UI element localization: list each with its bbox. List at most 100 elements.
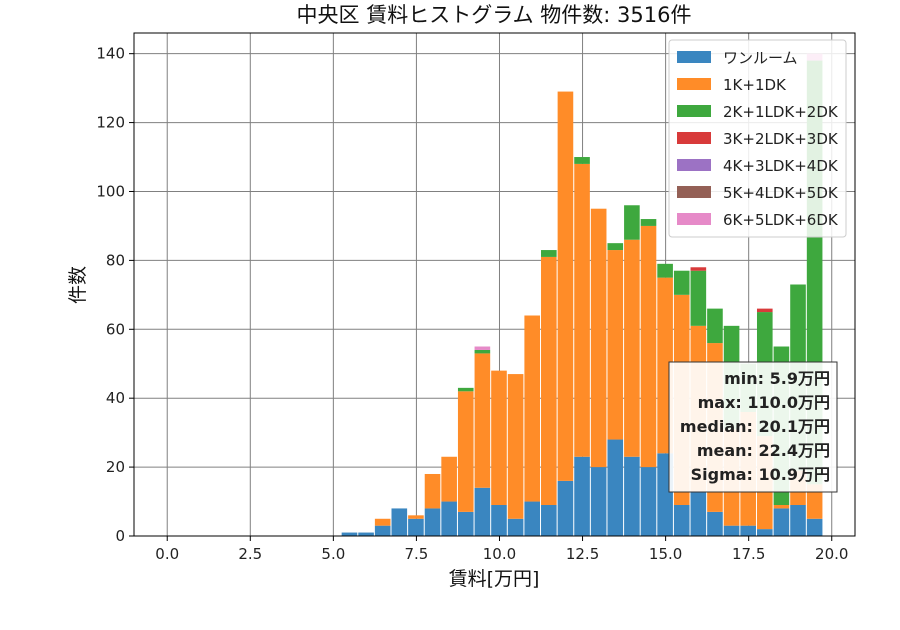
y-tick-label-2: 40 bbox=[106, 389, 125, 407]
bar-0-6 bbox=[441, 501, 457, 536]
axis-ticks: 0.0 2.5 5.0 7.5 10.0 12.5 15.0 17.5 20.0 0 20 40 60 8… bbox=[96, 45, 848, 563]
legend-label-1: 1K+1DK bbox=[723, 76, 787, 94]
bar-1-13 bbox=[557, 91, 574, 481]
stats-line-4: Sigma: 10.9万円 bbox=[691, 465, 830, 484]
bar-0-23 bbox=[723, 525, 740, 536]
x-tick-label-6: 15.0 bbox=[649, 545, 682, 563]
bar-0-18 bbox=[640, 467, 657, 536]
y-tick-label-1: 20 bbox=[106, 458, 125, 476]
bar-0-2 bbox=[374, 525, 391, 536]
bar-0-17 bbox=[624, 456, 640, 536]
bar-0-22 bbox=[707, 511, 723, 536]
bar-2-21 bbox=[690, 270, 707, 326]
legend-swatch-4 bbox=[677, 159, 711, 171]
legend-label-0: ワンルーム bbox=[723, 49, 798, 67]
bar-0-12 bbox=[541, 504, 557, 536]
bar-0-25 bbox=[756, 529, 773, 536]
bar-0-4 bbox=[408, 518, 424, 536]
bar-0-11 bbox=[524, 501, 541, 536]
legend-label-5: 5K+4LDK+5DK bbox=[723, 184, 839, 202]
bar-0-14 bbox=[574, 456, 590, 536]
bar-2-8 bbox=[474, 349, 491, 354]
bar-2-17 bbox=[624, 205, 640, 240]
bar-6-8 bbox=[474, 346, 491, 350]
bar-0-3 bbox=[391, 508, 408, 536]
y-tick-label-0: 0 bbox=[115, 527, 125, 545]
bar-3-21 bbox=[690, 267, 707, 271]
bar-1-11 bbox=[524, 315, 541, 502]
bar-2-12 bbox=[541, 250, 557, 257]
bar-0-13 bbox=[557, 480, 574, 536]
x-tick-label-1: 2.5 bbox=[238, 545, 262, 563]
y-axis-label: 件数 bbox=[67, 266, 89, 304]
bar-2-16 bbox=[607, 243, 624, 251]
y-tick-label-5: 100 bbox=[96, 182, 125, 200]
bar-0-26 bbox=[773, 508, 790, 536]
x-tick-label-0: 0.0 bbox=[155, 545, 179, 563]
bar-1-14 bbox=[574, 163, 590, 457]
bar-1-17 bbox=[624, 239, 640, 457]
bar-0-0 bbox=[341, 532, 358, 536]
bar-1-18 bbox=[640, 225, 657, 468]
legend-swatch-5 bbox=[677, 186, 711, 198]
x-tick-label-8: 20.0 bbox=[815, 545, 848, 563]
bar-0-15 bbox=[590, 467, 607, 536]
legend: ワンルーム 1K+1DK 2K+1LDK+2DK 3K+2LDK+3DK 4K+3LDK… bbox=[668, 39, 847, 238]
stats-line-1: max: 110.0万円 bbox=[698, 393, 830, 412]
bar-1-5 bbox=[424, 473, 441, 509]
bar-1-12 bbox=[541, 256, 557, 505]
chart-title: 中央区 賃料ヒストグラム 物件数: 3516件 bbox=[297, 3, 692, 27]
plot-frame bbox=[133, 32, 856, 537]
bar-1-16 bbox=[607, 250, 624, 440]
stats-box: min: 5.9万円 max: 110.0万円 median: 20.1万円 mean… bbox=[668, 361, 838, 493]
bar-2-20 bbox=[673, 270, 690, 295]
bar-2-18 bbox=[640, 219, 657, 226]
legend-swatch-2 bbox=[677, 105, 711, 117]
legend-swatch-1 bbox=[677, 78, 711, 90]
legend-label-3: 3K+2LDK+3DK bbox=[723, 130, 839, 148]
x-tick-label-5: 12.5 bbox=[566, 545, 599, 563]
bar-0-27 bbox=[790, 504, 806, 536]
x-tick-label-4: 10.0 bbox=[483, 545, 516, 563]
stats-line-0: min: 5.9万円 bbox=[724, 369, 830, 388]
bar-1-6 bbox=[441, 456, 457, 502]
x-axis-label: 賃料[万円] bbox=[449, 568, 540, 590]
bar-1-2 bbox=[374, 518, 391, 526]
x-tick-label-7: 17.5 bbox=[732, 545, 765, 563]
legend-label-4: 4K+3LDK+4DK bbox=[723, 157, 839, 175]
legend-label-2: 2K+1LDK+2DK bbox=[723, 103, 839, 121]
stats-line-3: mean: 22.4万円 bbox=[697, 441, 830, 460]
x-tick-label-3: 7.5 bbox=[404, 545, 428, 563]
legend-swatch-0 bbox=[677, 51, 711, 63]
bar-1-8 bbox=[474, 353, 491, 488]
bar-2-14 bbox=[574, 157, 590, 164]
bar-0-1 bbox=[358, 532, 374, 536]
bar-0-16 bbox=[607, 439, 624, 536]
bar-0-28 bbox=[806, 518, 823, 536]
bars bbox=[341, 53, 823, 536]
y-tick-label-3: 60 bbox=[106, 320, 125, 338]
bar-0-8 bbox=[474, 487, 491, 536]
legend-swatch-3 bbox=[677, 132, 711, 144]
bar-0-5 bbox=[424, 508, 441, 536]
bar-2-22 bbox=[707, 308, 723, 344]
bar-2-19 bbox=[657, 263, 673, 278]
legend-swatch-6 bbox=[677, 213, 711, 225]
bar-0-20 bbox=[673, 504, 690, 536]
bar-0-10 bbox=[507, 518, 524, 536]
y-tick-label-7: 140 bbox=[96, 45, 125, 63]
bar-1-28 bbox=[806, 484, 823, 519]
bar-1-7 bbox=[457, 391, 474, 512]
bar-0-24 bbox=[740, 525, 756, 536]
bar-1-4 bbox=[408, 515, 424, 519]
x-tick-label-2: 5.0 bbox=[321, 545, 345, 563]
legend-label-6: 6K+5LDK+6DK bbox=[723, 211, 839, 229]
bar-2-7 bbox=[457, 387, 474, 392]
bar-1-9 bbox=[491, 370, 507, 505]
stats-box-frame bbox=[668, 361, 838, 493]
bar-3-25 bbox=[756, 308, 773, 313]
bar-1-10 bbox=[507, 374, 524, 519]
bar-0-9 bbox=[491, 504, 507, 536]
legend-box bbox=[668, 39, 847, 238]
